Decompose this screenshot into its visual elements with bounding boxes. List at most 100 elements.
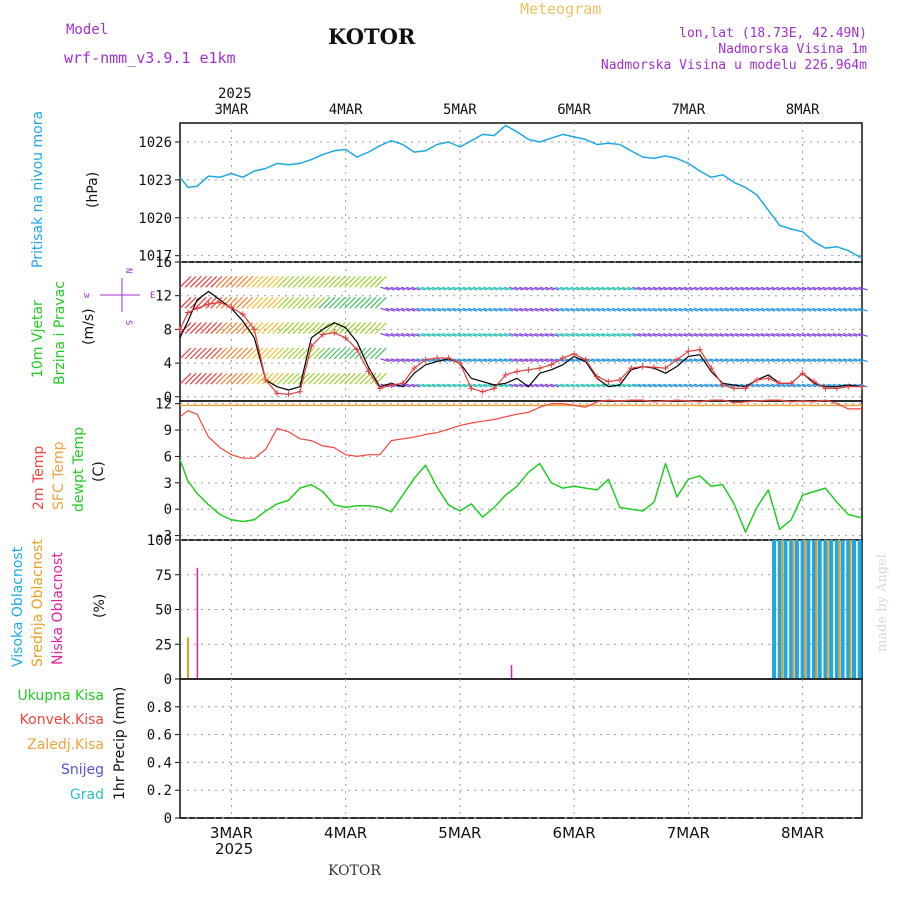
- mid-cloud-bar: [792, 540, 795, 679]
- wind-barb: [452, 307, 462, 312]
- wind-barb: [632, 383, 642, 388]
- wind-barb: [302, 275, 315, 288]
- compass-north: N: [123, 268, 133, 273]
- wind-barb: [472, 307, 483, 312]
- wind-barb: [477, 358, 488, 363]
- wind-barb: [349, 372, 362, 385]
- wind-barb: [338, 347, 351, 360]
- wind-barb: [503, 307, 514, 312]
- wind-barb: [395, 333, 406, 337]
- wind-barb: [765, 333, 776, 337]
- wind-barb: [858, 333, 868, 337]
- wind-barb: [832, 307, 843, 312]
- wind-speed-marker: [184, 309, 191, 316]
- cloud-units: (%): [92, 594, 108, 618]
- credit-label: made by Angel: [875, 554, 890, 652]
- wind-barb: [380, 358, 390, 363]
- wind-barb: [318, 296, 331, 309]
- wind-barb: [318, 275, 331, 288]
- wind-barb: [508, 286, 519, 291]
- wind-barb: [621, 358, 632, 363]
- wind-barb: [513, 307, 524, 312]
- wind-barb: [580, 286, 591, 291]
- wind-barb: [411, 286, 421, 291]
- wind-barb: [333, 347, 346, 360]
- wind-barb: [349, 322, 362, 335]
- wind-barb: [724, 307, 735, 312]
- wind-barb: [493, 286, 503, 291]
- wind-barb: [663, 307, 673, 312]
- wind-speed-marker: [296, 388, 303, 395]
- wind-barb: [338, 372, 351, 385]
- wind-barb: [179, 347, 192, 360]
- coords-label: lon,lat (18.73E, 42.49N): [679, 26, 867, 41]
- wind-barb: [642, 286, 652, 291]
- wind-barb: [364, 372, 377, 385]
- hi-cloud-bar: [777, 540, 782, 679]
- wind-barb: [683, 307, 693, 312]
- wind-speed-marker: [205, 301, 212, 308]
- cloud-ytick-label: 0: [164, 672, 172, 688]
- wind-barb: [663, 333, 673, 337]
- wind-speed-marker: [251, 326, 258, 333]
- wind-barb: [837, 307, 848, 312]
- wind-barb: [837, 333, 848, 337]
- wind-barb: [806, 383, 817, 388]
- wind-barb: [714, 307, 724, 312]
- wind-barb: [781, 286, 791, 291]
- wind-speed-marker: [342, 334, 349, 341]
- wind-barb: [241, 347, 254, 360]
- wind-speed-marker: [422, 356, 429, 363]
- wind-barb: [359, 296, 372, 309]
- wind-barb: [354, 372, 367, 385]
- wind-barb: [647, 383, 657, 388]
- wind-barb: [652, 358, 663, 363]
- wind-speed-marker: [331, 329, 338, 336]
- wind-speed-marker: [639, 363, 646, 370]
- wind-barb: [601, 286, 611, 291]
- wind-barb: [524, 286, 534, 291]
- wind-barb: [395, 358, 406, 363]
- wind-barb: [508, 307, 519, 312]
- wind-barb: [760, 358, 771, 363]
- wind-barb: [570, 358, 580, 363]
- hi-cloud-bar: [852, 540, 857, 679]
- wind-barb: [621, 286, 632, 291]
- wind-barb: [555, 286, 565, 291]
- wind-speed-marker: [559, 355, 566, 362]
- wind-barb: [338, 275, 351, 288]
- wind-barb: [750, 358, 760, 363]
- wind-barb: [858, 286, 868, 291]
- bottom-date-label: 8MAR: [781, 824, 824, 842]
- wind-speed-marker: [308, 343, 315, 350]
- wind-barb: [575, 358, 586, 363]
- wind-barb: [406, 358, 416, 363]
- wind-barb: [714, 358, 724, 363]
- wind-panel: 16 12 8 4 0: [155, 255, 868, 406]
- wind-barb: [735, 333, 745, 337]
- precip-ytick-label: 0.4: [147, 755, 172, 771]
- wind-barb: [241, 296, 254, 309]
- wind-barb: [549, 333, 560, 337]
- wind-barb: [328, 275, 341, 288]
- wind-barb: [421, 383, 431, 388]
- wind-barb: [534, 383, 544, 388]
- wind-barb: [266, 322, 279, 335]
- wind-barb: [385, 307, 395, 312]
- wind-barb: [786, 307, 796, 312]
- wind-barb: [842, 286, 853, 291]
- compass-east: E: [150, 291, 155, 301]
- wind-speed-marker: [811, 378, 818, 385]
- wind-barb: [791, 358, 801, 363]
- wind-barb: [230, 296, 243, 309]
- wind-barb: [647, 307, 657, 312]
- wind-barb: [765, 286, 776, 291]
- wind-barb: [477, 333, 488, 337]
- wind-barb: [184, 322, 197, 335]
- wind-barb: [765, 358, 776, 363]
- wind-barb: [194, 347, 207, 360]
- wind-barb: [806, 307, 817, 312]
- cloud-ytick-label: 100: [147, 533, 172, 549]
- wind-barb: [230, 275, 243, 288]
